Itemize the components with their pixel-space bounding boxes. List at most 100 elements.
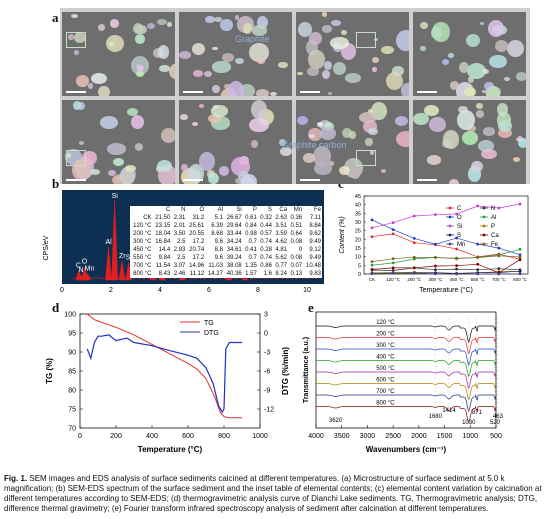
sem-particle <box>448 52 454 59</box>
sem-particle <box>331 20 341 27</box>
table-cell: 9.49 <box>309 255 321 261</box>
sem-particle <box>482 68 489 74</box>
legend-label: Fe <box>491 242 499 248</box>
sem-particle <box>204 70 213 78</box>
ftir-peak-label: 1030 <box>462 420 476 426</box>
chart-e-xlabel: Wavenumbers (cm⁻¹) <box>366 445 447 454</box>
eds-xtick: 4 <box>158 287 162 294</box>
scale-bar <box>66 179 86 181</box>
table-cell: 9.49 <box>309 239 321 245</box>
data-point-O <box>370 218 374 222</box>
sem-particle <box>449 80 460 90</box>
sem-particle <box>467 62 487 79</box>
table-cell: 0.07 <box>290 263 303 269</box>
table-cell: CK <box>143 215 152 221</box>
eds-axes: CPS/eV 0 2 4 6 8 10 <box>43 235 311 294</box>
legend-label: N <box>491 206 495 212</box>
sem-particle <box>320 126 336 140</box>
table-cell: 4.62 <box>275 239 288 245</box>
data-point-Si <box>476 204 480 208</box>
table-cell: 0.32 <box>260 215 272 221</box>
chart-d-frame <box>79 313 261 429</box>
data-point-Ca <box>518 258 522 262</box>
chart-d-ytick: 70 <box>68 426 76 433</box>
graphite-highlight-box <box>356 32 376 48</box>
sem-particle <box>496 103 509 116</box>
scale-bar <box>183 179 203 181</box>
sem-particle <box>256 16 269 29</box>
sem-particle <box>442 59 450 66</box>
sem-particle <box>297 22 313 38</box>
eds-peak <box>118 260 126 281</box>
sem-particle <box>75 75 89 88</box>
sem-particle <box>135 143 143 151</box>
table-cell: 17.2 <box>192 239 205 245</box>
chart-d-xtick: 400 <box>146 433 158 440</box>
sem-particle <box>67 34 74 41</box>
legend-marker <box>448 233 452 237</box>
data-point-C <box>455 247 458 251</box>
sem-image-tile <box>296 100 409 184</box>
sem-particle <box>396 30 409 52</box>
table-cell: 20.74 <box>189 247 205 253</box>
chart-d-ytick-right: 3 <box>264 312 268 319</box>
ftir-peak-label: 3620 <box>329 418 343 424</box>
data-point-O <box>455 236 458 240</box>
sem-particle <box>179 50 191 59</box>
sem-particle <box>109 19 120 29</box>
sem-particle <box>458 61 470 74</box>
chart-d-ytick: 90 <box>68 350 76 357</box>
sem-particle <box>339 165 351 176</box>
chart-c-ytick: 5 <box>358 263 361 269</box>
series-line-C <box>371 233 521 260</box>
sem-particle <box>372 67 377 72</box>
chart-d-ytick-right: -12 <box>264 407 274 414</box>
data-point-Si <box>412 214 416 218</box>
sem-particle <box>420 45 426 52</box>
ftir-spectrum-line <box>316 394 497 412</box>
chart-d-ylabel-right: DTG (%/min) <box>281 347 290 395</box>
table-header-cell: C <box>165 207 171 213</box>
sem-particle <box>518 138 526 149</box>
table-cell: 8.84 <box>309 223 321 229</box>
sem-particle <box>380 46 394 55</box>
sem-particle <box>423 104 440 117</box>
sem-particle <box>147 22 156 29</box>
table-cell: 14.96 <box>189 263 205 269</box>
legend-marker <box>482 206 486 210</box>
table-cell: 550 °C <box>133 255 152 261</box>
table-row: 200 °C 18.04 3.50 20.55 8.68 33.44 0.98 0.57 3.5… <box>130 230 322 238</box>
sem-particle <box>238 84 255 96</box>
sem-particle <box>396 130 409 147</box>
table-cell: 0.51 <box>290 223 303 229</box>
chart-c-ytick: 35 <box>355 211 361 217</box>
legend-marker <box>448 242 452 246</box>
data-point-C <box>412 241 416 245</box>
table-cell: 26.67 <box>226 215 242 221</box>
chart-c-xtick: 700 °C <box>492 277 507 282</box>
sem-particle <box>308 32 322 45</box>
sem-particle <box>67 153 72 159</box>
table-cell: 0.7 <box>248 255 257 261</box>
chart-d-xtick: 200 <box>110 433 122 440</box>
data-point-Mn <box>455 272 458 276</box>
sem-particle <box>308 49 325 70</box>
sem-particle <box>91 73 108 85</box>
sem-particle <box>470 160 484 173</box>
legend-label: Ca <box>491 233 499 239</box>
table-cell: 0.74 <box>260 255 272 261</box>
sem-particle <box>475 110 485 119</box>
table-cell: 34.24 <box>226 239 242 245</box>
sem-particle <box>249 43 269 62</box>
eds-xtick: 10 <box>303 287 311 294</box>
ftir-peak-label: 463 <box>493 414 504 420</box>
chart-c-xtick: 800 °C <box>513 277 528 282</box>
chart-c-xtick: 450 °C <box>450 277 465 282</box>
sem-particle <box>372 56 380 63</box>
chart-d-xlabel: Temperature (°C) <box>138 445 203 454</box>
chart-c-ytick: 10 <box>355 255 361 261</box>
sem-particle <box>278 61 288 68</box>
sem-particle <box>87 82 94 89</box>
chart-c-ytick: 30 <box>355 220 361 226</box>
ftir-series-label: 120 °C <box>376 320 395 326</box>
